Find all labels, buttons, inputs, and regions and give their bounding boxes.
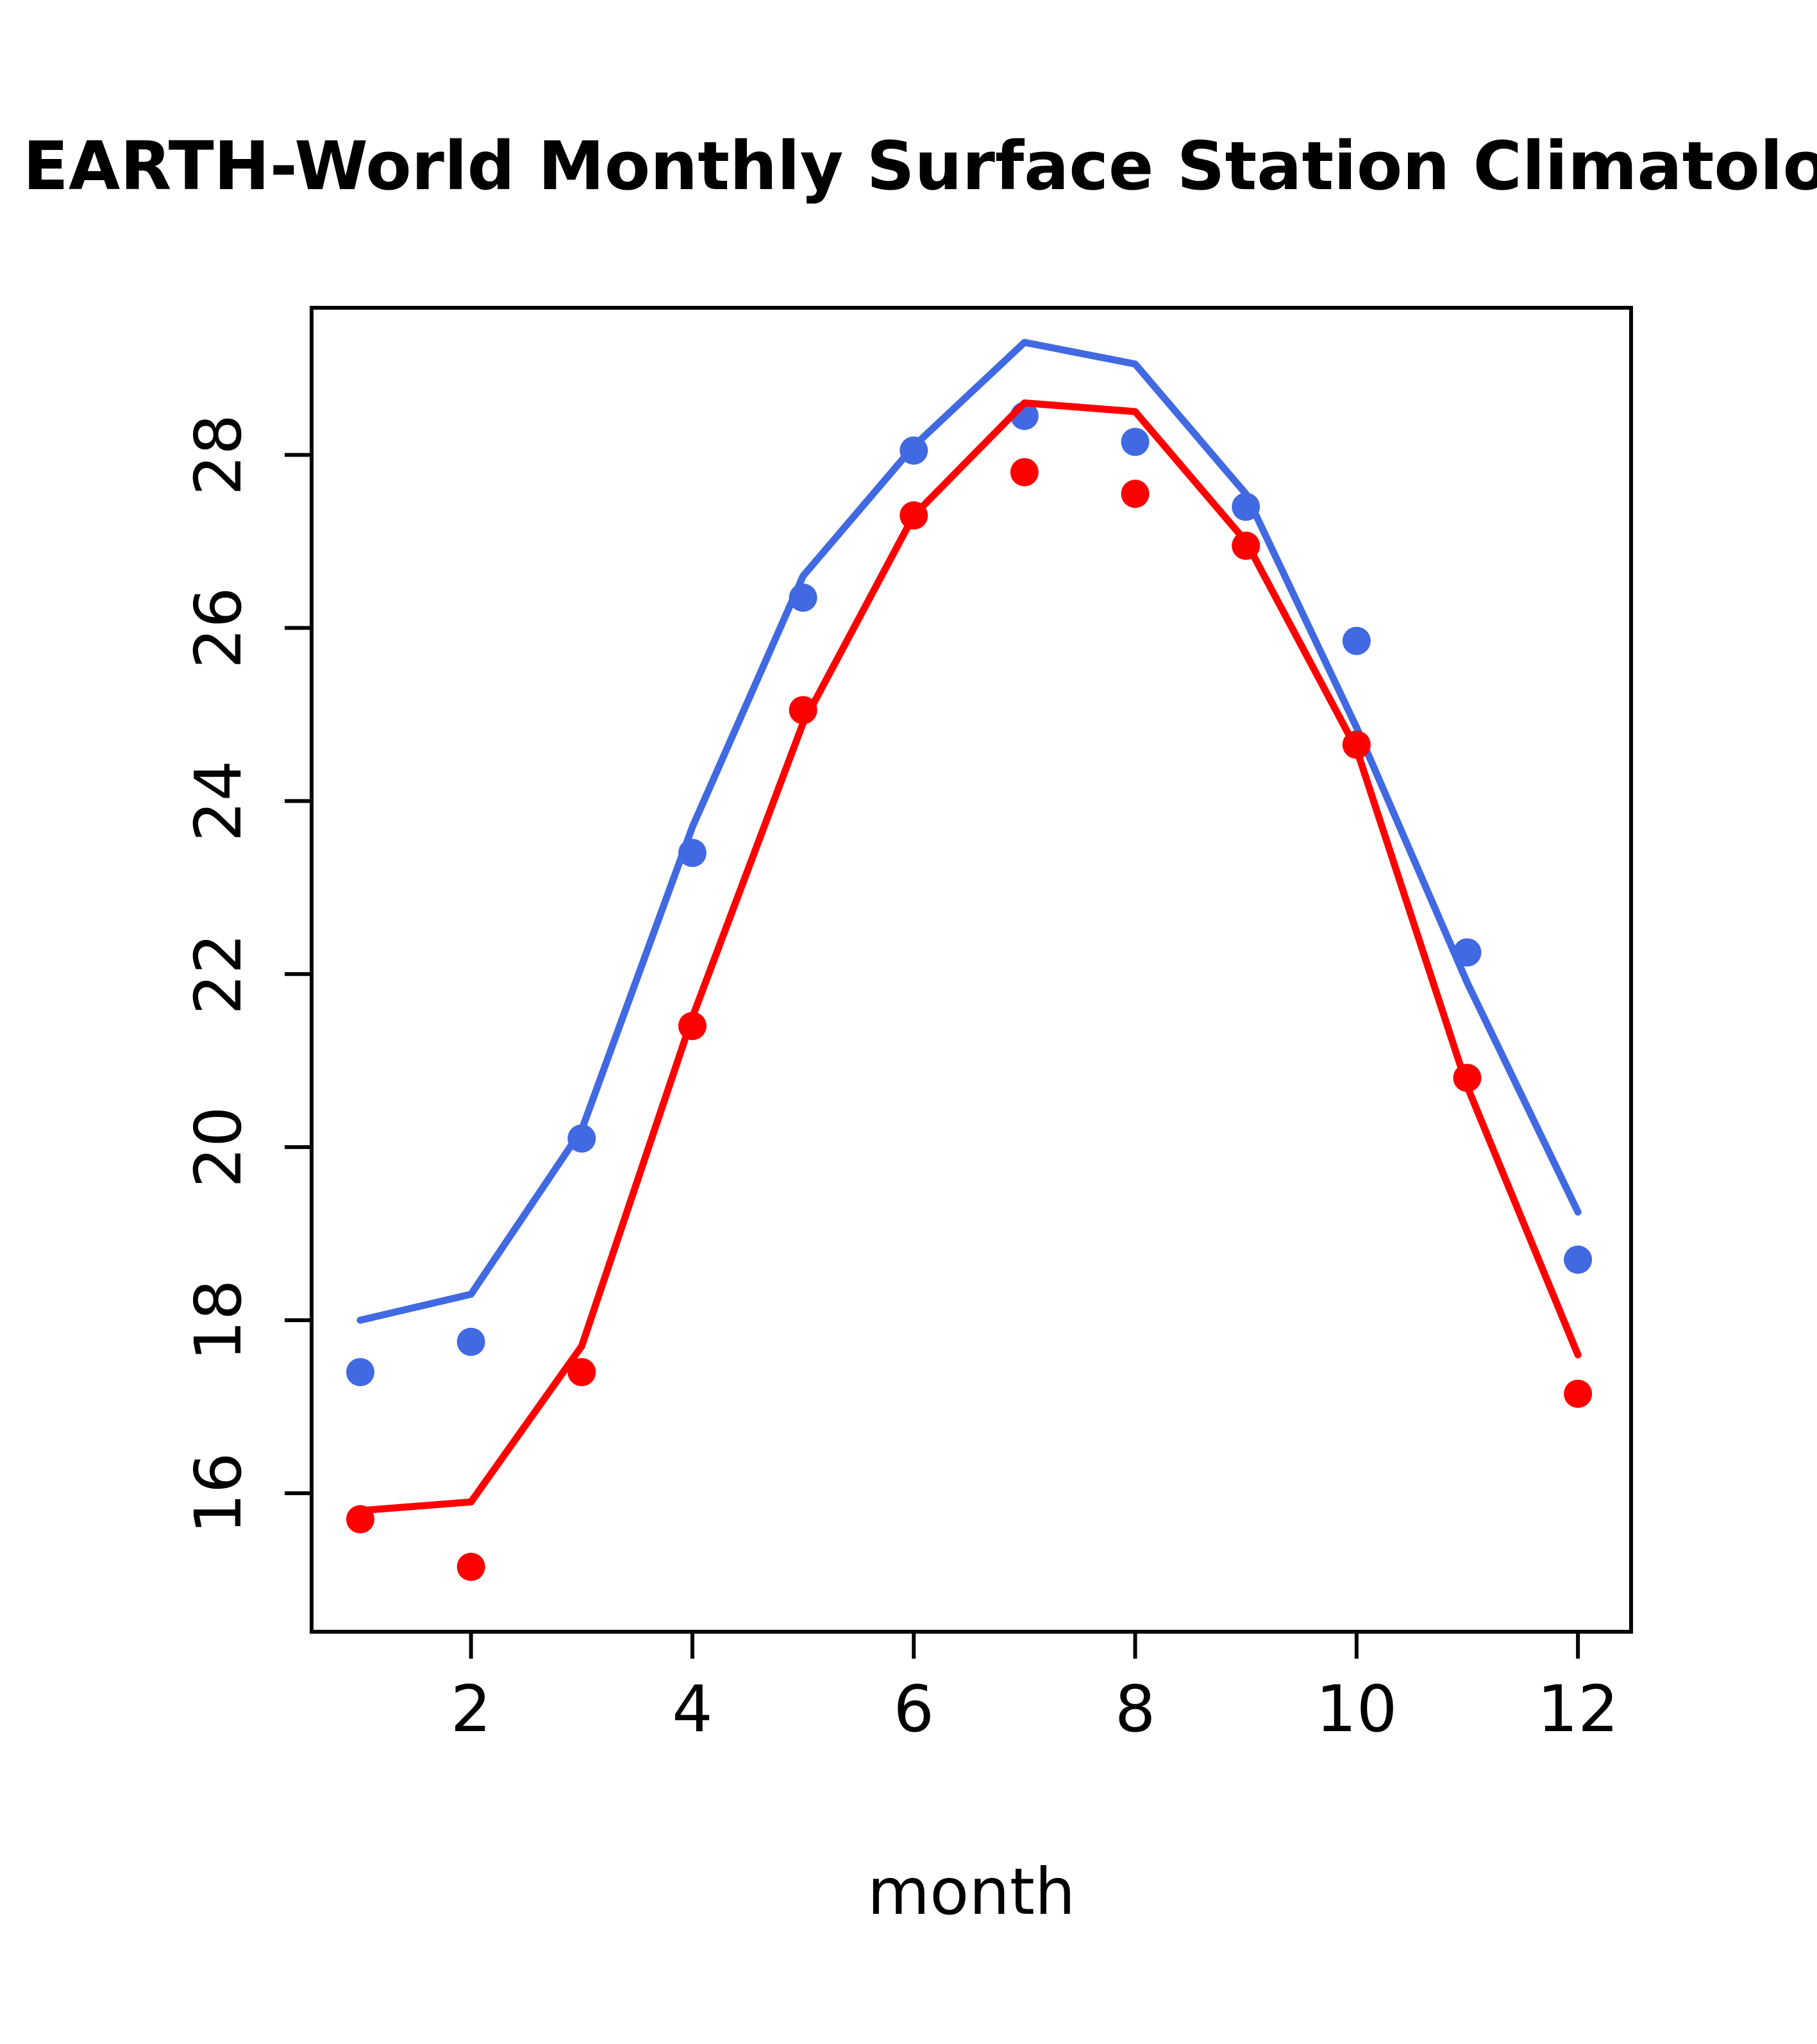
y-tick-label: 18 bbox=[181, 1279, 256, 1361]
data-point-red-points bbox=[1342, 730, 1371, 759]
data-point-red-points bbox=[789, 696, 817, 725]
y-tick-label: 16 bbox=[181, 1452, 256, 1534]
data-point-red-points bbox=[900, 501, 928, 530]
x-tick-label: 4 bbox=[672, 1671, 713, 1747]
data-point-red-points bbox=[1232, 532, 1260, 560]
x-tick-label: 12 bbox=[1537, 1671, 1619, 1747]
data-point-blue-points bbox=[1342, 626, 1371, 655]
plot-box bbox=[310, 306, 1633, 1634]
x-tick-label: 10 bbox=[1316, 1671, 1397, 1747]
x-tick-label: 2 bbox=[451, 1671, 492, 1747]
data-point-red-points bbox=[1453, 1064, 1482, 1093]
data-point-blue-points bbox=[456, 1327, 485, 1356]
data-point-blue-points bbox=[1453, 938, 1482, 967]
data-point-blue-points bbox=[678, 839, 707, 867]
chart-title: EARTH-World Monthly Surface Station Clim… bbox=[23, 127, 1817, 205]
series-blue-line bbox=[356, 339, 1582, 1324]
data-point-red-points bbox=[1010, 458, 1039, 487]
series-red-line bbox=[356, 399, 1582, 1514]
y-tick-label: 20 bbox=[181, 1107, 256, 1188]
data-point-blue-points bbox=[567, 1124, 596, 1153]
data-point-blue-points bbox=[1564, 1245, 1593, 1274]
x-tick-label: 8 bbox=[1115, 1671, 1156, 1747]
data-point-red-points bbox=[456, 1552, 485, 1581]
y-tick-label: 28 bbox=[181, 414, 256, 496]
data-point-blue-points bbox=[1232, 492, 1260, 521]
data-point-red-points bbox=[1121, 480, 1150, 508]
y-tick-label: 26 bbox=[181, 587, 256, 669]
data-point-blue-points bbox=[346, 1358, 374, 1387]
data-point-blue-points bbox=[1121, 428, 1150, 457]
data-point-red-points bbox=[678, 1012, 707, 1041]
y-tick-label: 22 bbox=[181, 934, 256, 1015]
data-point-blue-points bbox=[789, 583, 817, 612]
data-point-blue-points bbox=[900, 436, 928, 465]
x-axis-label: month bbox=[867, 1854, 1076, 1929]
data-point-red-points bbox=[1564, 1379, 1593, 1408]
y-tick-label: 24 bbox=[181, 760, 256, 842]
x-tick-label: 6 bbox=[893, 1671, 934, 1747]
data-point-red-points bbox=[346, 1505, 374, 1534]
data-point-red-points bbox=[567, 1358, 596, 1387]
